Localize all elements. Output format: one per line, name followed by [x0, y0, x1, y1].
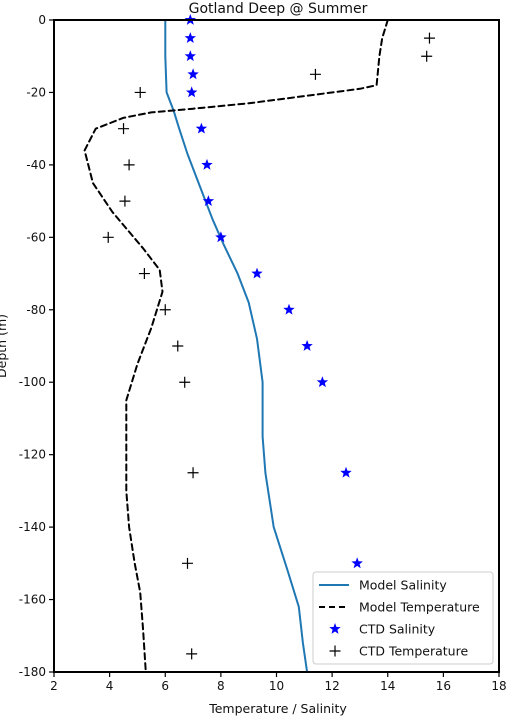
- legend-swatch-ctd-salinity: [329, 623, 341, 634]
- ctd-salinity-point-6: [201, 158, 213, 170]
- x-axis-label: Temperature / Salinity: [208, 701, 347, 716]
- x-tick-label-12: 12: [324, 679, 339, 693]
- plot-area: [83, 14, 435, 673]
- ctd-salinity-point-13: [340, 466, 352, 478]
- model-temperature-line: [83, 19, 389, 673]
- ctd-salinity-point-4: [186, 86, 198, 98]
- ctd-temperature-point-12: [187, 467, 199, 479]
- ctd-temperature-point-4: [118, 123, 130, 135]
- ctd-temperature-point-2: [309, 68, 321, 80]
- legend-label-model-temperature: Model Temperature: [359, 600, 480, 615]
- ctd-temperature-point-13: [182, 557, 193, 569]
- axes: 2 4 6 8 10 12 14 16 18 0 -20 -40 -60 -80 -100 -120 -140 -…: [19, 13, 507, 693]
- ctd-salinity-point-12: [316, 376, 329, 388]
- ctd-salinity-point-5: [195, 122, 208, 134]
- ctd-salinity-point-3: [187, 68, 199, 80]
- y-tick-label--40: -40: [26, 158, 46, 172]
- x-tick-label-6: 6: [161, 679, 169, 693]
- x-tick-label-16: 16: [436, 679, 451, 693]
- legend-box: [312, 571, 494, 665]
- x-tick-label-14: 14: [380, 679, 395, 693]
- ctd-temperature-point-9: [159, 304, 171, 316]
- x-tick-label-8: 8: [217, 679, 225, 693]
- chart-title: Gotland Deep @ Summer: [189, 1, 368, 17]
- ctd-temperature-point-10: [172, 340, 184, 352]
- y-tick-label--120: -120: [19, 448, 46, 462]
- y-tick-label--100: -100: [19, 375, 46, 389]
- ctd-temperature-point-8: [138, 268, 150, 280]
- x-tick-label-10: 10: [269, 679, 284, 693]
- y-tick-label--160: -160: [19, 593, 46, 607]
- ctd-salinity-point-14: [351, 557, 363, 569]
- ctd-salinity-point-10: [283, 303, 295, 315]
- y-tick-label--140: -140: [19, 520, 46, 534]
- ctd-temperature-point-11: [179, 376, 191, 388]
- legend-swatch-ctd-temperature: [329, 645, 341, 657]
- model-salinity-line: [164, 19, 309, 673]
- y-tick-label--180: -180: [19, 665, 46, 679]
- ctd-temperature-point-1: [421, 50, 433, 62]
- x-tick-label-4: 4: [106, 679, 114, 693]
- ctd-temperature-point-0: [423, 32, 435, 44]
- legend-label-model-salinity: Model Salinity: [359, 578, 447, 593]
- y-tick-label-0: 0: [38, 13, 46, 27]
- y-tick-label--60: -60: [26, 230, 46, 244]
- ctd-salinity-point-1: [184, 32, 196, 43]
- ctd-salinity-point-7: [202, 195, 215, 206]
- legend-label-ctd-temperature: CTD Temperature: [359, 644, 468, 659]
- ctd-temperature-point-14: [186, 648, 198, 660]
- ctd-salinity-point-8: [215, 231, 227, 243]
- x-tick-label-18: 18: [491, 679, 506, 693]
- ctd-temperature-point-7: [102, 231, 114, 243]
- x-tick-label-2: 2: [50, 679, 58, 693]
- ctd-temperature-point-6: [119, 195, 131, 207]
- legend: Model Salinity Model Temperature CTD Salin…: [312, 571, 494, 665]
- y-axis-label: Depth (m): [0, 314, 9, 378]
- ctd-salinity-point-11: [301, 340, 313, 351]
- y-tick-label--80: -80: [26, 303, 46, 317]
- ctd-salinity-point-2: [184, 50, 196, 62]
- y-tick-label--20: -20: [26, 85, 46, 99]
- ctd-temperature-point-3: [134, 86, 146, 98]
- ctd-salinity-point-9: [251, 267, 263, 279]
- ctd-temperature-point-5: [123, 159, 135, 171]
- legend-label-ctd-salinity: CTD Salinity: [359, 622, 436, 637]
